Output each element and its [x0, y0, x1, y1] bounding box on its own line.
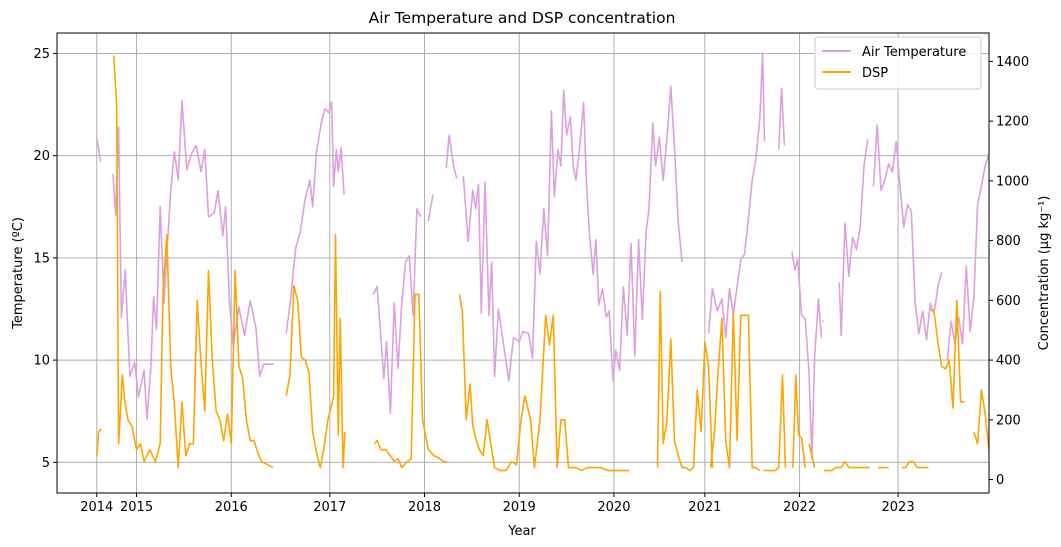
- series-line-segment: [946, 152, 989, 361]
- series-dsp: [96, 55, 1038, 472]
- series-line-segment: [707, 52, 766, 339]
- series-line-segment: [285, 233, 346, 469]
- x-tick-label: 2019: [503, 500, 536, 515]
- series-line-segment: [872, 124, 943, 341]
- y-right-tick-label: 600: [996, 294, 1021, 309]
- y-right-tick-label: 1200: [996, 115, 1029, 130]
- x-tick-label: 2015: [120, 500, 153, 515]
- series-line-segment: [96, 137, 102, 162]
- series-line-segment: [777, 87, 786, 150]
- y-right-tick-label: 1400: [996, 55, 1029, 70]
- y-left-tick-label: 5: [42, 456, 50, 471]
- series-layer: [96, 52, 1038, 472]
- series-line-segment: [973, 389, 989, 451]
- y-right-tick-label: 400: [996, 354, 1021, 369]
- series-line-segment: [709, 311, 761, 472]
- y-axis-label-left: Temperature (ºC): [11, 217, 26, 330]
- series-line-segment: [427, 194, 434, 222]
- x-tick-label: 2014: [80, 500, 113, 515]
- series-line-segment: [763, 374, 787, 472]
- legend-label-air-temperature: Air Temperature: [862, 45, 966, 60]
- y-axis-label-right: Concentration (µg kg⁻¹): [1037, 196, 1052, 351]
- series-line-segment: [656, 290, 714, 472]
- series-line-segment: [1004, 131, 1014, 178]
- y-right-tick-label: 200: [996, 413, 1021, 428]
- series-line-segment: [372, 208, 422, 415]
- series-line-segment: [462, 85, 683, 382]
- y-left-tick-label: 25: [33, 47, 50, 62]
- x-tick-label: 2016: [215, 500, 248, 515]
- series-line-segment: [445, 134, 458, 179]
- grid: [57, 33, 989, 493]
- x-tick-label: 2023: [882, 500, 915, 515]
- y-right-tick-label: 800: [996, 234, 1021, 249]
- series-line-segment: [824, 460, 870, 472]
- series-line-segment: [112, 99, 274, 421]
- x-tick-label: 2020: [597, 500, 630, 515]
- series-line-segment: [929, 299, 965, 409]
- legend-box: [814, 36, 982, 90]
- series-line-segment: [791, 251, 823, 460]
- series-line-segment: [792, 374, 807, 468]
- x-tick-label: 2021: [688, 500, 721, 515]
- series-line-segment: [285, 101, 345, 334]
- y-right-tick-label: 0: [996, 473, 1004, 488]
- series-line-segment: [373, 293, 448, 469]
- series-air-temperature: [96, 52, 1014, 460]
- axes: 2014 2015 2016 2017 2018 2019 2020 2021 2022 2023…: [33, 47, 1029, 515]
- y-right-tick-label: 1000: [996, 174, 1029, 189]
- y-left-tick-label: 20: [33, 149, 50, 164]
- y-left-tick-label: 15: [33, 251, 50, 266]
- series-line-segment: [458, 294, 630, 472]
- series-line-segment: [1019, 312, 1038, 455]
- series-line-segment: [96, 428, 103, 456]
- x-tick-label: 2022: [783, 500, 816, 515]
- plot-area: [56, 32, 990, 494]
- legend: Air Temperature DSP: [814, 36, 982, 90]
- series-line-segment: [113, 55, 274, 469]
- series-line-segment: [808, 443, 816, 468]
- series-line-segment: [901, 460, 929, 469]
- y-left-tick-label: 10: [33, 354, 50, 369]
- series-line-segment: [838, 139, 869, 337]
- x-tick-label: 2017: [313, 500, 346, 515]
- x-axis-label: Year: [507, 524, 536, 539]
- chart-title: Air Temperature and DSP concentration: [369, 9, 676, 27]
- x-tick-label: 2018: [408, 500, 441, 515]
- legend-label-dsp: DSP: [862, 66, 888, 81]
